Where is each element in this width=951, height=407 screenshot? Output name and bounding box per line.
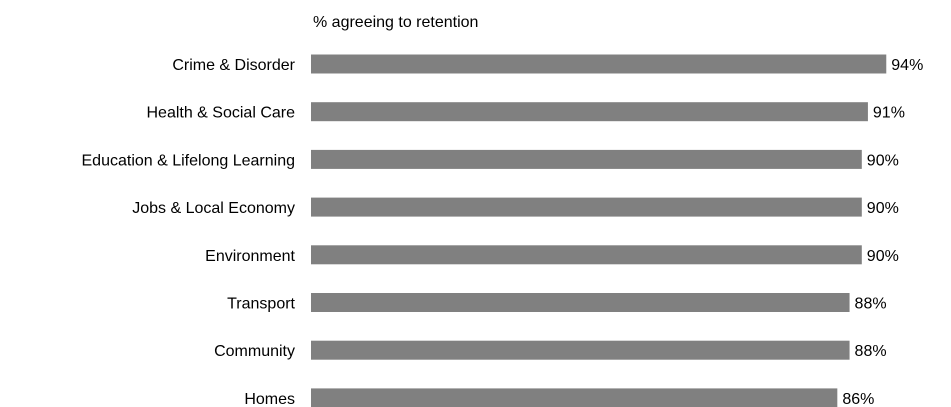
value-label: 88% [855,296,887,313]
value-label: 90% [867,248,899,265]
value-label: 90% [867,200,899,217]
category-label: Crime & Disorder [172,57,295,74]
bars-layer: Crime & Disorder 94% Health & Social Care 9… [82,54,923,407]
chart-title: % agreeing to retention [313,14,478,31]
category-label: Community [214,343,295,360]
bar [311,102,868,122]
bar [311,245,862,265]
bar [311,388,838,407]
bar [311,293,850,312]
value-label: 88% [855,343,887,360]
value-label: 91% [873,105,905,122]
value-label: 94% [891,57,923,74]
bar [311,54,887,74]
bar [311,340,850,360]
bar [311,149,862,169]
category-label: Homes [244,391,295,407]
category-label: Jobs & Local Economy [132,200,295,217]
category-label: Health & Social Care [146,105,295,122]
value-label: 86% [842,391,874,407]
bar [311,197,862,217]
value-label: 90% [867,152,899,169]
category-label: Transport [227,296,295,313]
category-label: Education & Lifelong Learning [82,152,296,169]
category-label: Environment [205,248,295,265]
